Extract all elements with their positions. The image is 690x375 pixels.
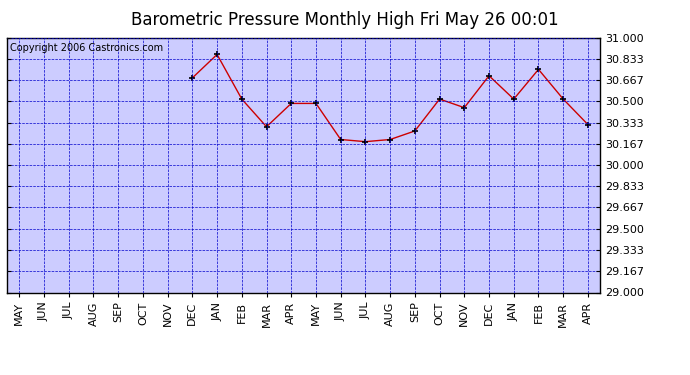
Text: Barometric Pressure Monthly High Fri May 26 00:01: Barometric Pressure Monthly High Fri May…	[131, 11, 559, 29]
Text: Copyright 2006 Castronics.com: Copyright 2006 Castronics.com	[10, 43, 163, 52]
